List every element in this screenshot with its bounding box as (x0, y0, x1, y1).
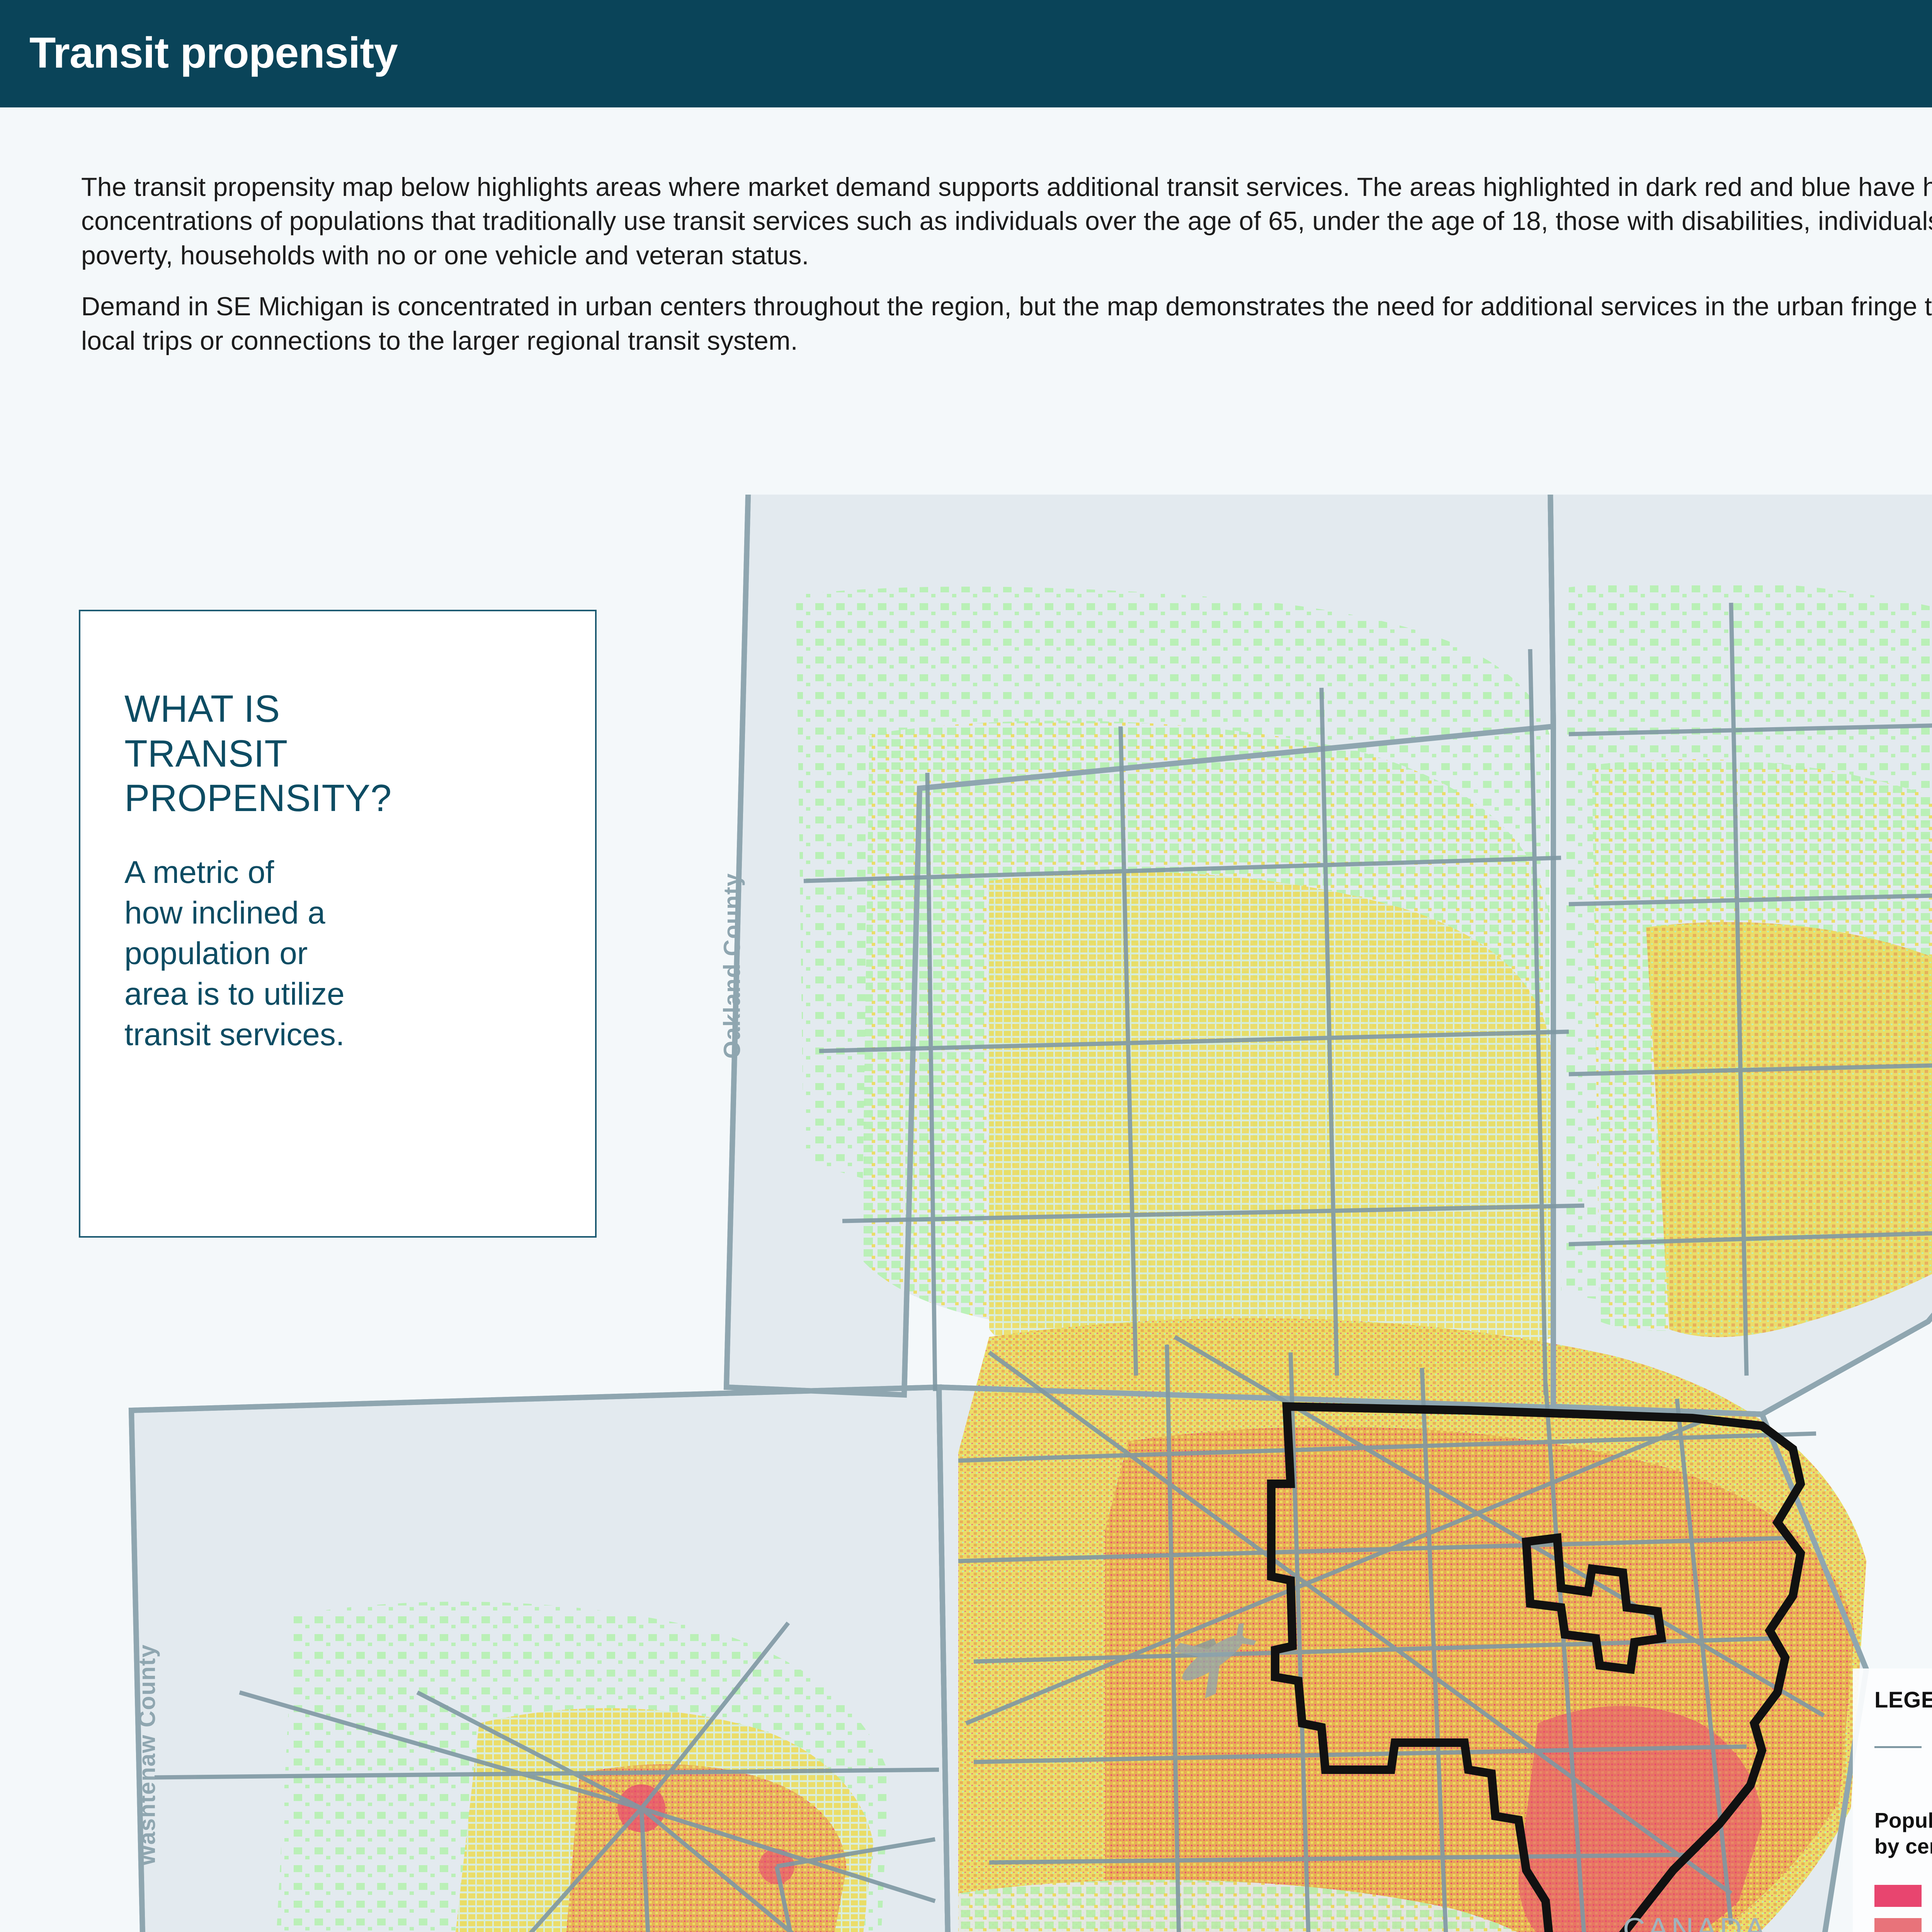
legend-color-swatch (1874, 1884, 1922, 1907)
intro-text: The transit propensity map below highlig… (81, 170, 1932, 375)
callout-heading: WHAT IS TRANSIT PROPENSITY? (124, 687, 392, 820)
map-canvas (128, 495, 1932, 1932)
detroit-city-boundary (1267, 1402, 1805, 1932)
legend-density-title: Population and job density by census blo… (1874, 1808, 1932, 1859)
page-header: Transit propensity (0, 0, 1932, 107)
legend-density-items: >60 jobs+people/acre 31-60 jobs+people/a… (1874, 1879, 1932, 1932)
airport-marker (1172, 1623, 1257, 1699)
legend-item: >60 jobs+people/acre (1874, 1879, 1932, 1912)
legend-line-swatch (1874, 1746, 1922, 1748)
legend-title: LEGEND (1874, 1687, 1932, 1713)
page-title: Transit propensity (29, 28, 398, 77)
callout-body: A metric of how inclined a population or… (124, 854, 345, 1052)
legend-item: 31-60 jobs+people/acre (1874, 1912, 1932, 1932)
intro-paragraph-2: Demand in SE Michigan is concentrated in… (81, 292, 1932, 355)
transit-propensity-map[interactable]: Oakland County Macomb County Washtenaw C… (0, 495, 1932, 1932)
intro-paragraph-1: The transit propensity map below highlig… (81, 172, 1932, 270)
county-boundaries (128, 495, 1932, 1932)
existing-transit-lines (154, 602, 1932, 1932)
legend-color-swatch (1874, 1918, 1922, 1932)
map-legend: LEGEND Existing Transit Population and j… (1853, 1668, 1932, 1932)
what-is-transit-propensity-callout: WHAT IS TRANSIT PROPENSITY? A metric of … (79, 610, 597, 1238)
legend-item-existing-transit: Existing Transit (1874, 1734, 1932, 1760)
